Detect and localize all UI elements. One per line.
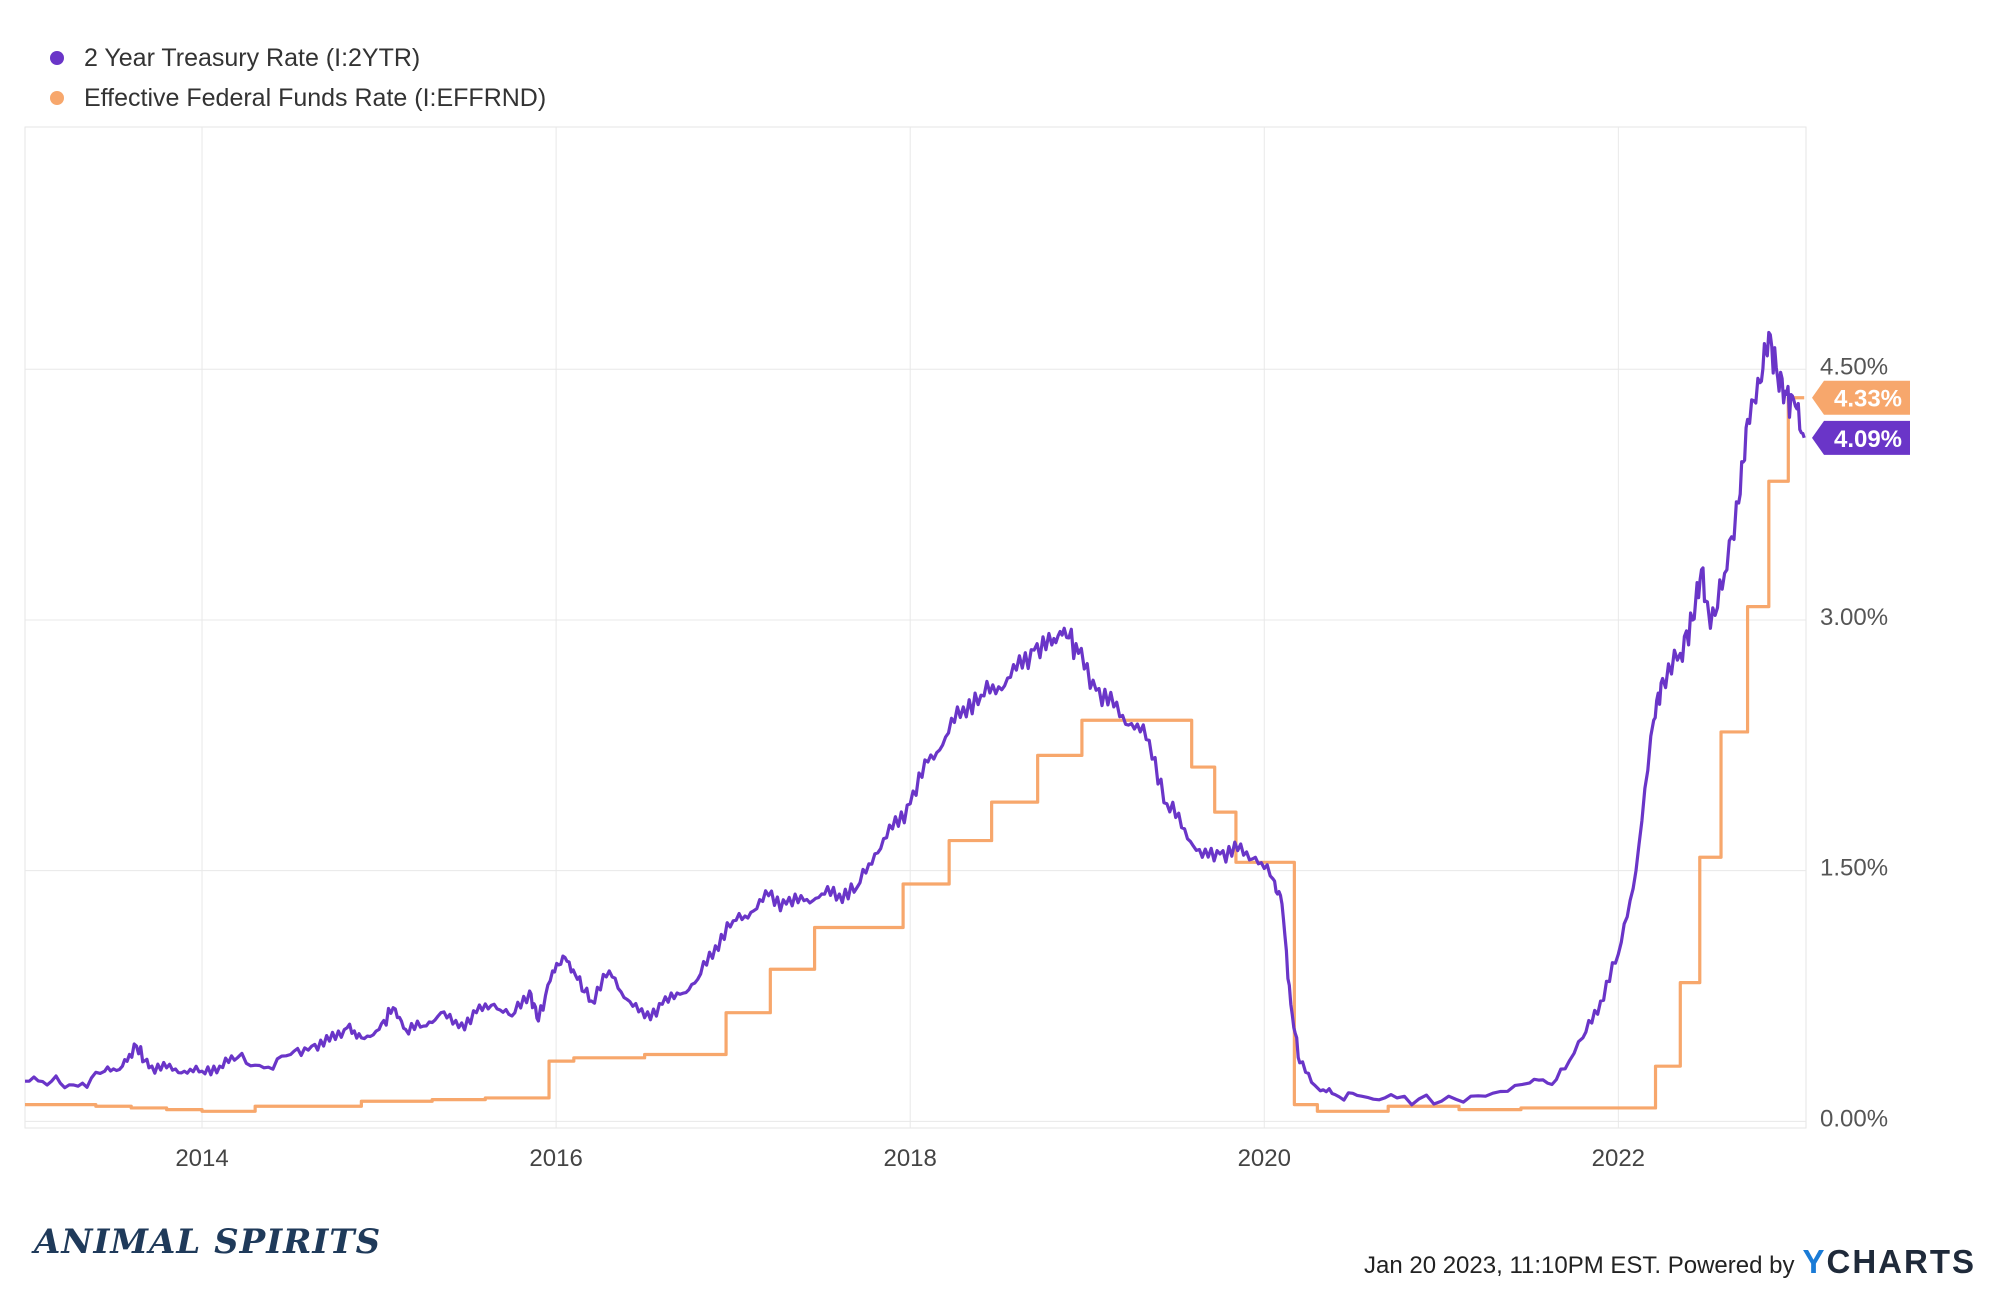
ycharts-logo-rest: CHARTS <box>1826 1243 1976 1280</box>
x-tick-label-2020: 2020 <box>1238 1145 1291 1172</box>
last-value-badge-2ytr <box>1812 420 1910 455</box>
last-value-badge-effrnd <box>1812 380 1910 415</box>
legend-label-2ytr: 2 Year Treasury Rate (I:2YTR) <box>84 43 421 72</box>
last-value-label-2ytr: 4.09% <box>1834 426 1902 453</box>
legend-item-effrnd[interactable]: Effective Federal Funds Rate (I:EFFRND) <box>50 78 546 118</box>
series-line-2ytr <box>24 330 1806 1107</box>
series-line-effrnd <box>25 396 1805 1113</box>
ycharts-logo[interactable]: YCHARTS <box>1802 1243 1976 1281</box>
ycharts-logo-y: Y <box>1802 1243 1827 1280</box>
animal-spirits-logo: ANIMAL SPIRITS <box>34 1222 382 1262</box>
plot-frame <box>24 126 1807 1129</box>
x-tick-label-2014: 2014 <box>175 1145 228 1172</box>
x-tick-label-2018: 2018 <box>883 1145 936 1172</box>
last-value-label-effrnd: 4.33% <box>1834 386 1902 413</box>
x-tick-label-2016: 2016 <box>529 1145 582 1172</box>
footer-attribution: Jan 20 2023, 11:10PM EST. Powered by YCH… <box>1364 1243 1976 1281</box>
y-tick-label-3.00%: 3.00% <box>1820 604 1888 631</box>
legend-dot-effrnd-icon <box>50 91 64 105</box>
y-tick-label-1.50%: 1.50% <box>1820 855 1888 882</box>
legend-dot-2ytr-icon <box>50 51 64 65</box>
y-tick-label-0.00%: 0.00% <box>1820 1105 1888 1132</box>
y-tick-label-4.50%: 4.50% <box>1820 353 1888 380</box>
legend-item-2ytr[interactable]: 2 Year Treasury Rate (I:2YTR) <box>50 38 546 78</box>
legend: 2 Year Treasury Rate (I:2YTR) Effective … <box>50 38 546 118</box>
x-tick-label-2022: 2022 <box>1592 1145 1645 1172</box>
legend-label-effrnd: Effective Federal Funds Rate (I:EFFRND) <box>84 83 547 112</box>
footer-timestamp: Jan 20 2023, 11:10PM EST. Powered by <box>1363 1252 1795 1279</box>
